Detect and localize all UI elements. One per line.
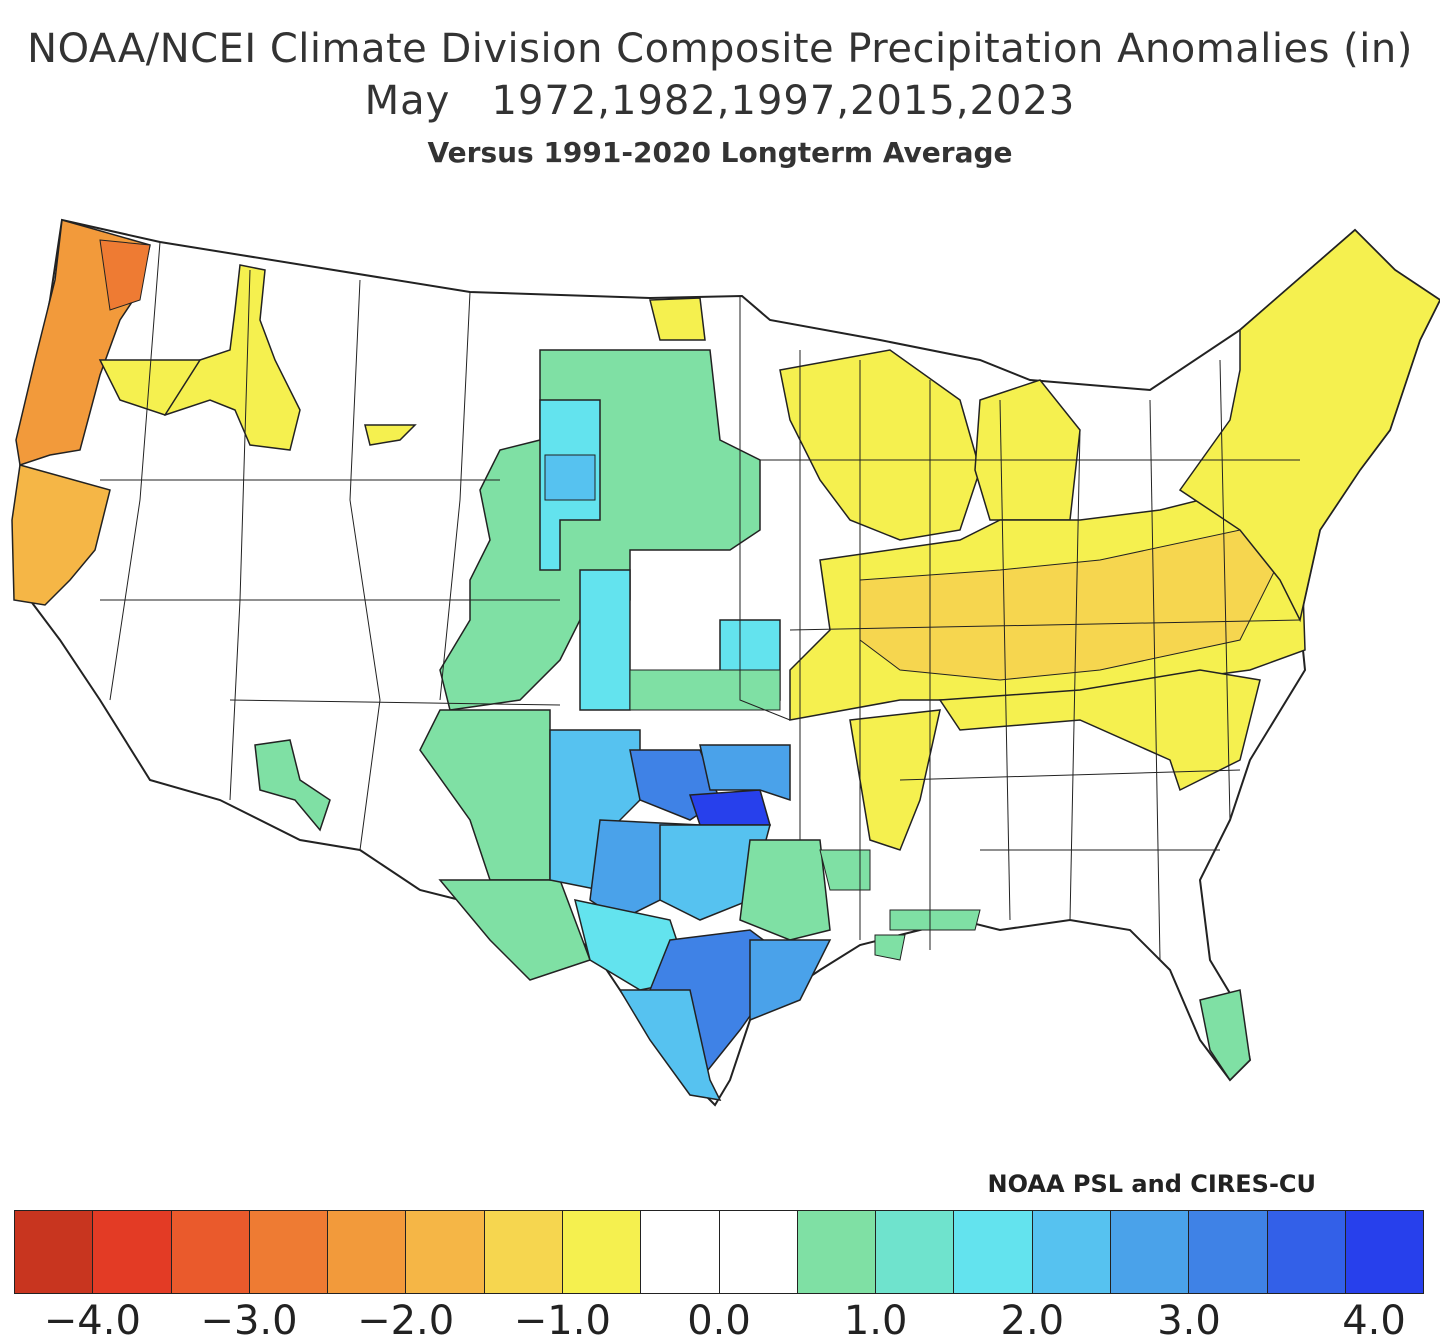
region-e-texas	[739, 839, 831, 941]
legend-tick-label: 4.0	[1342, 1298, 1406, 1344]
legend-swatch	[249, 1211, 329, 1293]
region-w-texas	[438, 879, 591, 981]
region-louisiana	[819, 849, 871, 891]
legend-swatch	[876, 1211, 955, 1293]
legend-ticks: −4.0 −3.0 −2.0 −1.0 0.0 1.0 2.0 3.0 4.0	[14, 1294, 1424, 1344]
region-ok-east	[699, 744, 791, 802]
legend-swatch	[406, 1211, 485, 1293]
legend-tick-label: −4.0	[43, 1298, 141, 1344]
legend-swatch	[484, 1211, 563, 1293]
legend-swatch	[719, 1211, 798, 1293]
us-map	[0, 200, 1440, 1120]
map-subtitle: Versus 1991-2020 Longterm Average	[427, 136, 1013, 169]
legend-swatch	[1345, 1211, 1424, 1293]
legend-tick-label: −3.0	[200, 1298, 298, 1344]
legend-swatch	[954, 1211, 1033, 1293]
credit-label: NOAA PSL and CIRES-CU	[987, 1170, 1316, 1198]
legend-swatch	[328, 1211, 407, 1293]
region-ok-central	[688, 789, 771, 826]
region-n-california	[11, 464, 111, 606]
legend-swatch	[15, 1211, 94, 1293]
legend-swatch	[93, 1211, 172, 1293]
legend-swatch	[562, 1211, 642, 1293]
legend-tick-label: −2.0	[357, 1298, 455, 1344]
legend-tick-label: 1.0	[843, 1298, 908, 1344]
region-louisiana-se	[874, 934, 906, 961]
region-s-louisiana	[889, 909, 981, 931]
legend-tick-label: 0.0	[687, 1298, 751, 1344]
legend-swatch	[1267, 1211, 1346, 1293]
region-wyoming-core	[544, 454, 596, 501]
region-nd-ne	[649, 297, 706, 341]
legend-swatch	[171, 1211, 250, 1293]
division-lines	[100, 241, 1301, 961]
legend-tick-label: −1.0	[513, 1298, 611, 1344]
region-tx-south	[618, 989, 722, 1101]
region-ohio-valley-core	[859, 529, 1281, 681]
region-sw-montana	[364, 424, 417, 446]
legend-tick-label: 3.0	[1157, 1298, 1221, 1344]
map-title: NOAA/NCEI Climate Division Composite Pre…	[27, 26, 1413, 72]
legend-swatch	[1032, 1211, 1111, 1293]
map-period: May 1972,1982,1997,2015,2023	[364, 78, 1076, 124]
region-idaho	[154, 264, 301, 451]
legend-swatch	[797, 1211, 877, 1293]
legend-swatch	[1110, 1211, 1190, 1293]
us-map-svg	[11, 218, 1440, 1107]
legend-tick-label: 2.0	[1000, 1298, 1065, 1344]
region-arizona	[254, 739, 331, 832]
legend-swatch	[641, 1211, 720, 1293]
region-northern-plains	[439, 349, 761, 711]
region-kansas-south	[629, 669, 781, 711]
region-tn-nc	[938, 669, 1261, 792]
region-e-washington	[98, 359, 202, 416]
region-tx-upper-coast	[749, 939, 832, 1022]
region-south-florida	[1199, 989, 1251, 1082]
legend-swatch	[1189, 1211, 1268, 1293]
region-colorado-east	[579, 569, 631, 711]
region-wa-west	[99, 239, 151, 311]
legend-colorbar	[14, 1210, 1424, 1294]
region-northeast	[1178, 228, 1440, 623]
